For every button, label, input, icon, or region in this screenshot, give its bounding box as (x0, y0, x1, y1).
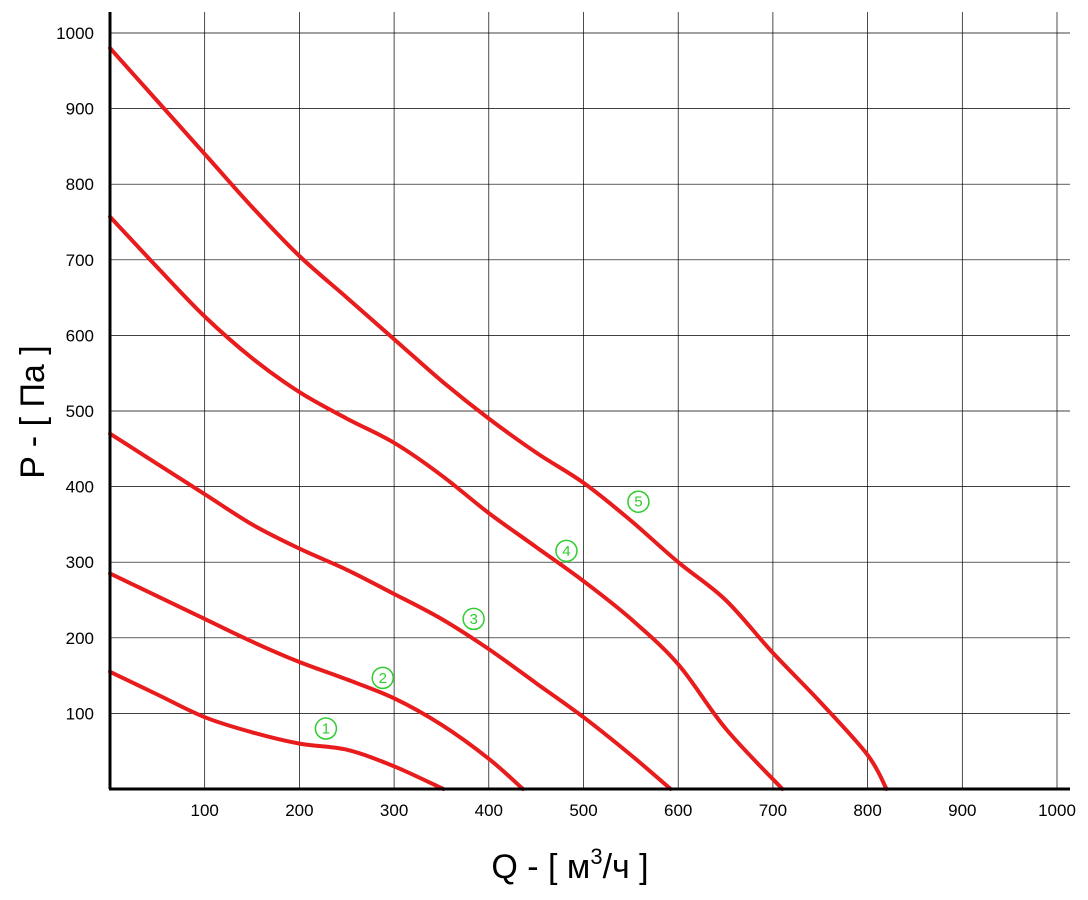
curve-marker-1 (314, 717, 338, 740)
x-tick-label: 1000 (1038, 801, 1076, 820)
y-tick-label: 300 (66, 553, 94, 572)
curve-5 (108, 46, 889, 791)
curve-3 (108, 431, 673, 791)
curve-2 (108, 571, 525, 791)
y-tick-label: 100 (66, 704, 94, 723)
curve-marker-3 (462, 607, 485, 631)
y-tick-label: 500 (66, 402, 94, 421)
x-tick-label: 700 (759, 801, 787, 820)
x-tick-labels: 100 200 300 400 500 600 700 800 900 1000 (191, 801, 1076, 820)
y-tick-label: 800 (66, 175, 94, 194)
grid (110, 12, 1070, 789)
axes (108, 12, 1070, 791)
y-tick-label: 400 (66, 478, 94, 497)
x-axis-title-tail: /ч ] (603, 848, 649, 886)
x-tick-label: 100 (191, 801, 219, 820)
x-tick-label: 800 (853, 801, 881, 820)
y-tick-labels: 100 200 300 400 500 600 700 800 900 1000 (56, 24, 94, 723)
curve-marker-5 (627, 490, 650, 513)
y-tick-label: 600 (66, 326, 94, 345)
x-tick-label: 900 (948, 801, 976, 820)
x-tick-label: 400 (475, 801, 503, 820)
y-tick-label: 200 (66, 629, 94, 648)
x-axis-title: Q - [ м3/ч ] (491, 844, 648, 886)
y-axis-title: P - [ Па ] (14, 345, 52, 478)
x-tick-label: 200 (285, 801, 313, 820)
curves (108, 46, 889, 791)
curve-marker-label-4: 4 (562, 543, 570, 560)
curve-marker-label-3: 3 (469, 611, 477, 628)
curve-marker-label-5: 5 (634, 494, 642, 511)
curve-1 (108, 669, 446, 791)
curve-markers: 1 2 3 4 5 (314, 490, 650, 740)
x-tick-label: 600 (664, 801, 692, 820)
curve-marker-label-2: 2 (379, 670, 387, 687)
curve-4 (108, 214, 785, 791)
curve-marker-label-1: 1 (322, 721, 330, 738)
x-tick-label: 300 (380, 801, 408, 820)
x-axis-title-main: Q - [ м (491, 848, 590, 886)
y-tick-label: 700 (66, 251, 94, 270)
curve-marker-4 (555, 539, 578, 563)
y-tick-label: 1000 (56, 24, 94, 43)
curve-marker-2 (371, 666, 394, 690)
x-axis-title-sup: 3 (590, 844, 602, 869)
x-tick-label: 500 (569, 801, 597, 820)
y-tick-label: 900 (66, 100, 94, 119)
